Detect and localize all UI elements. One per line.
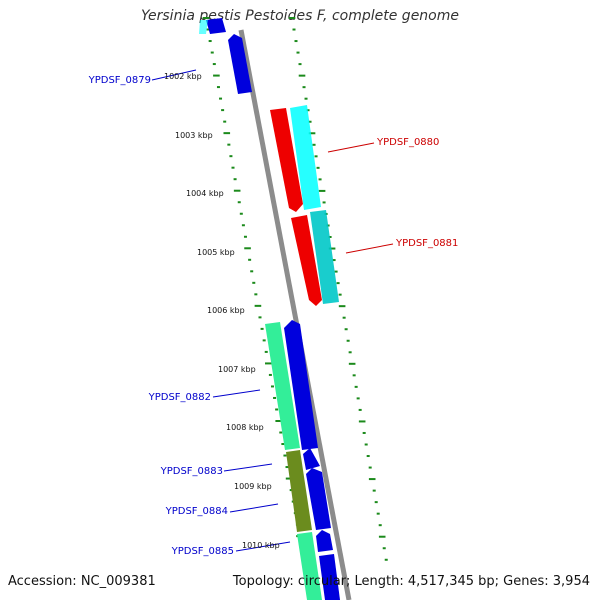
gene-arrow-ypdsf-0879[interactable] [228,34,252,94]
cds-track [199,18,340,600]
tick-label-1006: 1006 kbp [207,306,245,315]
kbp-tick-labels: 1002 kbp 1003 kbp 1004 kbp 1005 kbp 1006… [164,72,280,550]
feature-block-outer-2[interactable] [310,210,339,304]
cds-arrow-top-partial-cyan[interactable] [199,20,208,34]
cds-arrow-top-partial[interactable] [206,18,226,34]
gene-label-ypdsf-0882[interactable]: YPDSF_0882 [148,392,211,403]
gene-arrow-ypdsf-0885-b[interactable] [319,554,340,600]
gene-arrow-ypdsf-0880[interactable] [270,108,303,212]
tick-label-1002: 1002 kbp [164,72,202,81]
label-leaders [151,69,394,552]
tick-label-1007: 1007 kbp [218,365,256,374]
genome-summary-label: Topology: circular; Length: 4,517,345 bp… [232,574,590,589]
gene-arrow-ypdsf-0881[interactable] [291,215,322,306]
tick-label-1003: 1003 kbp [175,131,213,140]
gene-labels: YPDSF_0879 YPDSF_0880 YPDSF_0881 YPDSF_0… [88,75,459,557]
accession-label: Accession: NC_009381 [8,574,156,589]
gene-arrow-ypdsf-0882[interactable] [284,320,318,450]
gene-label-ypdsf-0879[interactable]: YPDSF_0879 [88,75,151,86]
gene-arrow-ypdsf-0883[interactable] [303,448,320,470]
gene-label-ypdsf-0884[interactable]: YPDSF_0884 [165,506,228,517]
inner-tick-track [202,17,314,595]
gene-arrow-ypdsf-0884[interactable] [306,468,331,530]
gene-label-ypdsf-0881[interactable]: YPDSF_0881 [395,238,458,249]
gene-block-ypdsf-0883-olive[interactable] [286,450,312,532]
tick-label-1009: 1009 kbp [234,482,272,491]
gene-label-ypdsf-0880[interactable]: YPDSF_0880 [376,137,439,148]
genome-backbone [238,29,352,600]
gene-label-ypdsf-0885[interactable]: YPDSF_0885 [171,546,234,557]
tick-label-1008: 1008 kbp [226,423,264,432]
gene-label-ypdsf-0883[interactable]: YPDSF_0883 [160,466,223,477]
gene-arrow-ypdsf-0885[interactable] [316,530,333,552]
tick-label-1004: 1004 kbp [186,189,224,198]
feature-block-outer-1[interactable] [290,105,321,210]
gene-block-ypdsf-0885-green[interactable] [297,532,322,600]
tick-label-1010: 1010 kbp [242,541,280,550]
gene-block-ypdsf-0882-green[interactable] [265,322,300,450]
tick-label-1005: 1005 kbp [197,248,235,257]
feature-track-outer [290,105,339,304]
